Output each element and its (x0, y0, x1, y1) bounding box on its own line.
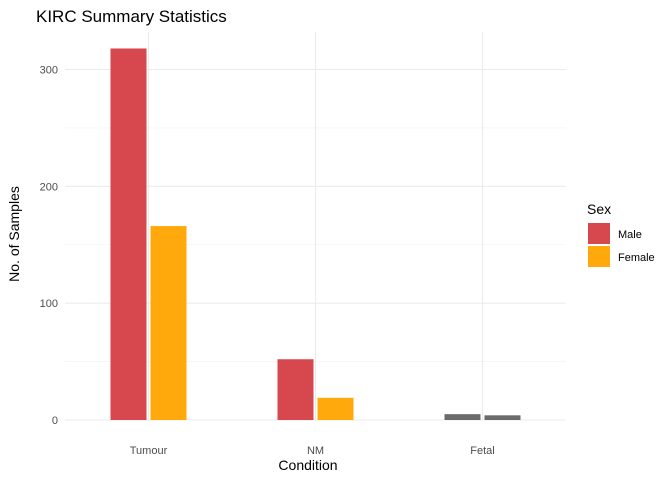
bar-male-tumour (110, 48, 147, 420)
x-axis-title: Condition (278, 457, 337, 473)
x-tick-label: Fetal (470, 445, 494, 457)
y-tick-label: 300 (40, 65, 58, 77)
grid (65, 32, 566, 421)
bar-female-tumour (150, 226, 187, 420)
bar-male-fetal (444, 414, 481, 420)
bar-female-fetal (484, 415, 521, 420)
legend-title: Sex (587, 201, 611, 217)
y-axis-ticks: 0 100 200 300 (40, 65, 58, 428)
legend-label-female: Female (618, 252, 655, 264)
bar-male-nm (277, 359, 314, 420)
x-tick-label: NM (307, 445, 324, 457)
y-tick-label: 200 (40, 181, 58, 193)
y-axis-title: No. of Samples (6, 186, 22, 282)
y-tick-label: 100 (40, 298, 58, 310)
legend: Sex Male Female (587, 201, 655, 267)
legend-key-female (588, 246, 610, 267)
bars (110, 48, 521, 420)
x-axis-ticks: Tumour NM Fetal (130, 445, 495, 457)
legend-key-male (588, 223, 610, 244)
legend-label-male: Male (618, 229, 642, 241)
bar-female-nm (317, 397, 354, 420)
y-tick-label: 0 (52, 415, 58, 427)
x-tick-label: Tumour (130, 445, 168, 457)
chart-title: KIRC Summary Statistics (36, 7, 227, 26)
